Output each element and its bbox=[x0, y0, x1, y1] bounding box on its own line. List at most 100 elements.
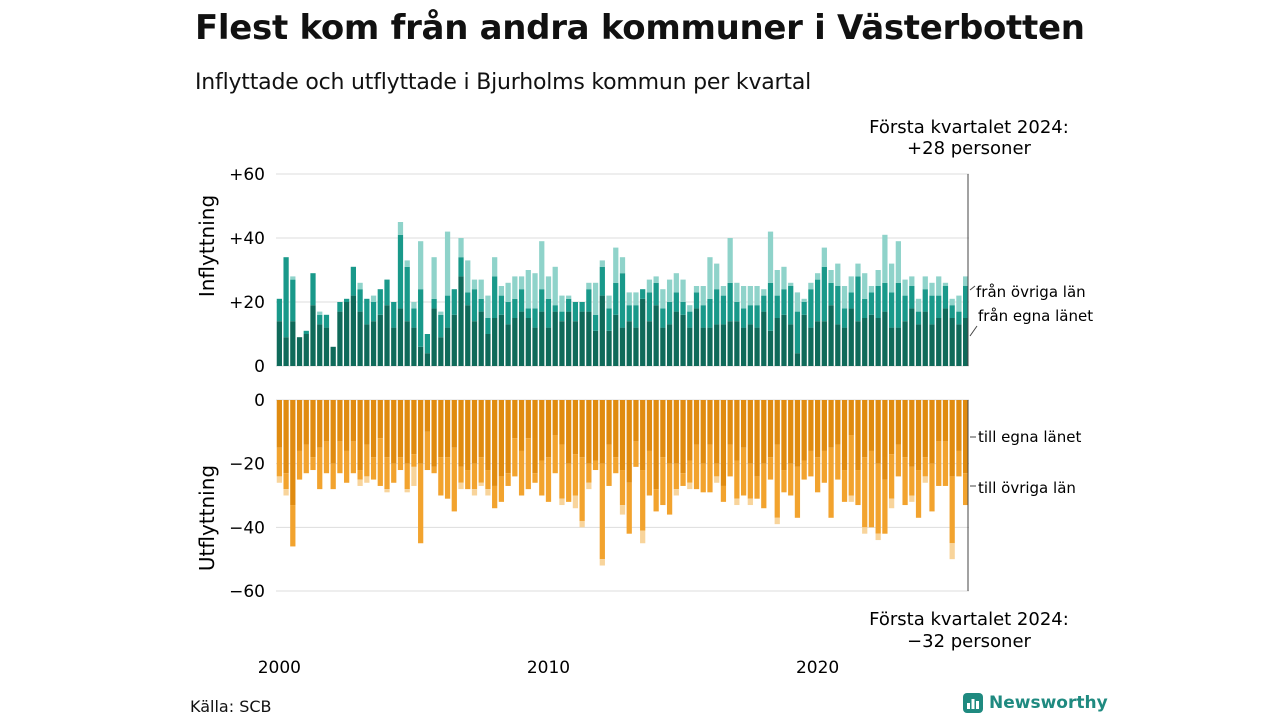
bar-inflow-abroad bbox=[539, 241, 545, 290]
bar-inflow-abroad bbox=[599, 260, 605, 267]
bar-outflow-own bbox=[767, 400, 774, 458]
bar-inflow-abroad bbox=[485, 295, 491, 318]
bar-outflow-other bbox=[518, 450, 525, 496]
bar-inflow-other bbox=[767, 282, 774, 331]
bar-inflow-abroad bbox=[397, 222, 404, 235]
bar-inflow-own bbox=[303, 334, 309, 366]
bar-outflow-own bbox=[613, 400, 619, 458]
bar-outflow-other bbox=[492, 485, 498, 509]
bar-outflow-own bbox=[458, 400, 464, 467]
bar-outflow-abroad bbox=[471, 489, 478, 496]
bar-outflow-own bbox=[882, 400, 888, 480]
bar-inflow-abroad bbox=[666, 279, 673, 302]
bar-inflow-own bbox=[734, 321, 740, 366]
bar-inflow-other bbox=[357, 289, 363, 312]
bar-inflow-abroad bbox=[801, 298, 807, 302]
bar-outflow-other bbox=[317, 447, 323, 490]
bar-outflow-own bbox=[357, 400, 363, 471]
bar-inflow-own bbox=[559, 321, 565, 366]
bar-outflow-other bbox=[310, 457, 316, 471]
bar-outflow-other bbox=[929, 463, 935, 512]
bar-inflow-other bbox=[438, 314, 444, 338]
bar-inflow-abroad bbox=[882, 234, 888, 283]
bar-inflow-abroad bbox=[498, 286, 505, 296]
bar-outflow-own bbox=[599, 400, 605, 464]
label-leader-line bbox=[969, 325, 978, 337]
bar-inflow-abroad bbox=[418, 241, 424, 290]
bar-outflow-own bbox=[862, 400, 868, 458]
bar-outflow-other bbox=[458, 466, 464, 483]
label-out-own: till egna länet bbox=[978, 428, 1081, 446]
bar-inflow-own bbox=[848, 308, 854, 366]
bar-inflow-abroad bbox=[431, 257, 437, 299]
bar-outflow-abroad bbox=[411, 466, 417, 486]
bar-inflow-own bbox=[317, 324, 323, 366]
bar-outflow-other bbox=[700, 463, 706, 493]
bar-outflow-own bbox=[592, 400, 599, 461]
bar-inflow-own bbox=[444, 327, 451, 366]
bar-inflow-abroad bbox=[660, 289, 666, 309]
bar-inflow-other bbox=[841, 308, 848, 328]
bar-outflow-own bbox=[498, 400, 505, 477]
bar-outflow-other bbox=[465, 470, 471, 490]
bar-outflow-own bbox=[707, 400, 713, 445]
bar-inflow-abroad bbox=[566, 295, 572, 299]
bar-outflow-other bbox=[720, 485, 727, 502]
bar-inflow-own bbox=[505, 324, 511, 366]
bar-inflow-own bbox=[391, 327, 397, 366]
bar-outflow-other bbox=[875, 463, 881, 534]
bar-outflow-own bbox=[579, 400, 585, 458]
bar-outflow-other bbox=[942, 441, 949, 486]
bar-inflow-other bbox=[653, 282, 659, 306]
bar-inflow-other bbox=[882, 282, 888, 312]
bar-outflow-own bbox=[936, 400, 942, 442]
bar-inflow-own bbox=[518, 311, 525, 366]
bar-inflow-abroad bbox=[740, 286, 747, 309]
bar-outflow-own bbox=[545, 400, 552, 458]
bar-outflow-own bbox=[727, 400, 733, 445]
bar-inflow-own bbox=[357, 311, 363, 366]
bar-outflow-other bbox=[707, 444, 713, 493]
bar-outflow-own bbox=[559, 400, 565, 445]
bar-inflow-abroad bbox=[909, 276, 915, 286]
bar-outflow-other bbox=[296, 450, 303, 480]
bar-outflow-abroad bbox=[357, 479, 363, 486]
bar-inflow-other bbox=[895, 282, 901, 328]
bar-outflow-other bbox=[592, 460, 599, 471]
bar-inflow-own bbox=[492, 318, 498, 366]
bar-outflow-own bbox=[929, 400, 935, 464]
bar-inflow-other bbox=[552, 305, 558, 312]
bar-inflow-abroad bbox=[788, 282, 794, 286]
bar-outflow-abroad bbox=[922, 476, 928, 483]
bar-outflow-own bbox=[841, 400, 848, 471]
bar-inflow-own bbox=[626, 321, 632, 366]
bar-outflow-other bbox=[889, 454, 895, 499]
bar-outflow-own bbox=[821, 400, 827, 451]
bar-inflow-own bbox=[821, 321, 827, 366]
bar-inflow-own bbox=[808, 327, 814, 366]
bar-inflow-own bbox=[283, 337, 289, 366]
bar-outflow-own bbox=[915, 400, 922, 471]
bar-inflow-other bbox=[431, 298, 437, 309]
bar-inflow-abroad bbox=[956, 295, 962, 312]
bar-outflow-own bbox=[404, 400, 410, 464]
bar-inflow-own bbox=[377, 314, 383, 366]
bar-inflow-other bbox=[505, 302, 511, 325]
bar-outflow-other bbox=[754, 476, 760, 499]
bar-inflow-own bbox=[868, 314, 875, 366]
bar-inflow-other bbox=[626, 305, 632, 322]
bar-outflow-own bbox=[814, 400, 821, 458]
bar-inflow-own bbox=[471, 321, 478, 366]
bar-outflow-other bbox=[377, 438, 383, 486]
bar-inflow-own bbox=[835, 324, 841, 366]
bar-inflow-other bbox=[875, 286, 881, 318]
bar-outflow-other bbox=[532, 473, 538, 483]
bar-inflow-own bbox=[532, 327, 538, 366]
bar-outflow-own bbox=[754, 400, 760, 477]
bar-inflow-other bbox=[855, 276, 861, 322]
bar-inflow-own bbox=[862, 318, 868, 366]
label-leader-line bbox=[969, 285, 976, 291]
bar-outflow-other bbox=[835, 444, 841, 480]
bar-outflow-abroad bbox=[283, 489, 289, 496]
bar-outflow-own bbox=[909, 400, 915, 467]
